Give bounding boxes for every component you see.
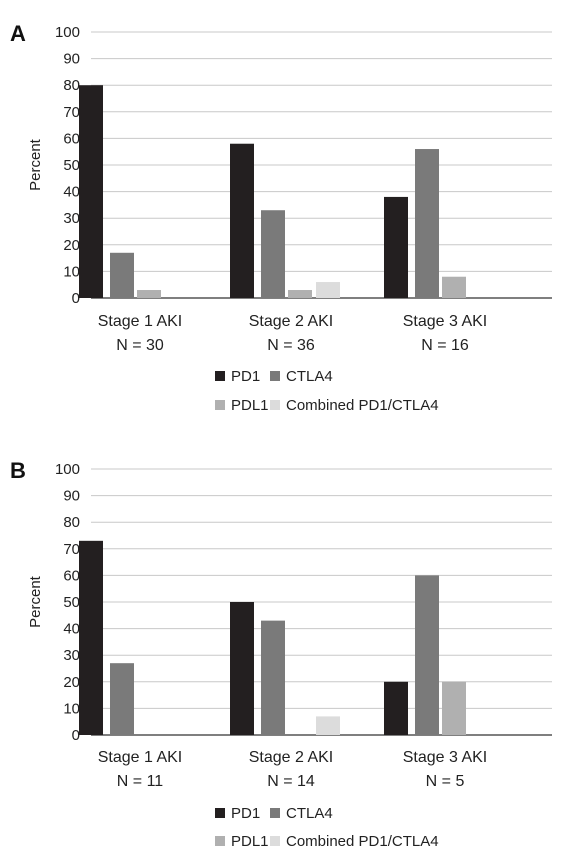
y-tick-label: 0 [72,290,80,307]
y-tick-label: 50 [63,157,80,174]
x-tick-n-label: N = 11 [117,773,164,790]
x-tick-label: Stage 3 AKI [403,313,488,330]
x-tick-n-label: N = 16 [421,337,469,354]
bar-pd1 [79,540,103,735]
y-tick-label: 20 [63,237,80,254]
y-tick-label: 30 [63,210,80,227]
bar-pd1 [230,602,254,735]
legend-swatch [215,808,225,818]
y-tick-label: 60 [63,130,80,147]
bar-pd1 [79,85,103,298]
bar-pdl1 [288,290,312,298]
bar-pd1 [384,196,408,298]
panel-label: B [10,458,26,483]
legend-swatch [270,400,280,410]
legend-label: Combined PD1/CTLA4 [286,397,439,414]
y-tick-label: 100 [55,24,80,41]
x-tick-n-label: N = 14 [267,773,315,790]
y-tick-label: 90 [63,488,80,505]
y-tick-label: 0 [72,727,80,744]
legend-swatch [270,836,280,846]
bar-pd1 [230,143,254,298]
y-tick-label: 20 [63,674,80,691]
x-tick-label: Stage 2 AKI [249,313,334,330]
y-tick-label: 10 [63,700,80,717]
y-axis-label: Percent [27,575,44,628]
bar-pdl1 [442,681,466,735]
bar-combined-pd1-ctla4 [316,716,340,735]
legend-swatch [215,836,225,846]
y-tick-label: 50 [63,594,80,611]
x-tick-label: Stage 3 AKI [403,749,488,766]
y-tick-label: 30 [63,647,80,664]
legend-label: CTLA4 [286,368,333,385]
y-tick-label: 80 [63,514,80,531]
bar-pd1 [384,681,408,735]
legend-label: PD1 [231,805,260,822]
y-tick-label: 70 [63,104,80,121]
legend-label: Combined PD1/CTLA4 [286,833,439,850]
bar-pdl1 [137,290,161,298]
y-tick-label: 90 [63,51,80,68]
legend-label: PDL1 [231,833,269,850]
bar-pdl1 [442,276,466,298]
legend-label: CTLA4 [286,805,333,822]
y-tick-label: 40 [63,184,80,201]
legend-swatch [215,371,225,381]
bar-ctla4 [415,149,439,298]
y-tick-label: 70 [63,541,80,558]
bar-ctla4 [261,210,285,298]
legend-label: PDL1 [231,397,269,414]
x-tick-label: Stage 2 AKI [249,749,334,766]
y-tick-label: 10 [63,263,80,280]
legend-label: PD1 [231,368,260,385]
bar-ctla4 [110,252,134,298]
x-tick-label: Stage 1 AKI [98,749,183,766]
bar-ctla4 [261,620,285,735]
x-tick-n-label: N = 30 [116,337,164,354]
x-tick-n-label: N = 5 [426,773,465,790]
y-tick-label: 60 [63,567,80,584]
y-tick-label: 40 [63,621,80,638]
bar-ctla4 [415,575,439,735]
y-axis-label: Percent [27,138,44,191]
bar-ctla4 [110,663,134,735]
legend-swatch [270,371,280,381]
legend-swatch [215,400,225,410]
bar-combined-pd1-ctla4 [316,282,340,298]
y-tick-label: 80 [63,77,80,94]
panel-label: A [10,21,26,46]
y-tick-label: 100 [55,461,80,478]
x-tick-label: Stage 1 AKI [98,313,183,330]
x-tick-n-label: N = 36 [267,337,315,354]
legend-swatch [270,808,280,818]
